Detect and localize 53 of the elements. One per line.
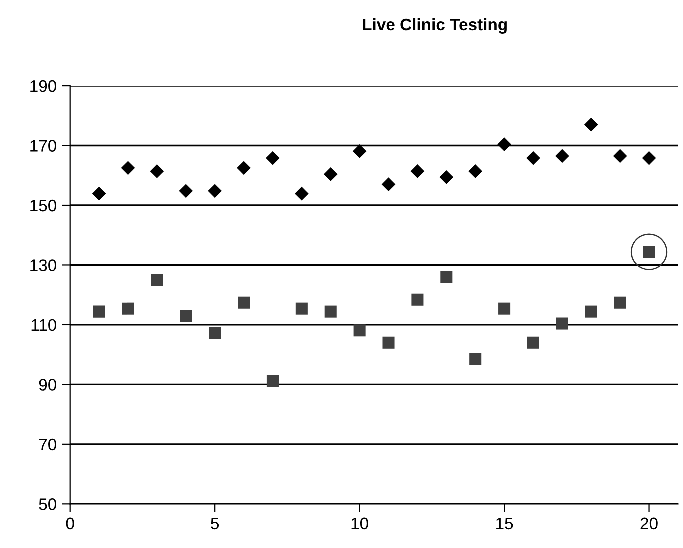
y-tick-label: 50 — [39, 498, 57, 510]
chart-title: Live Clinic Testing — [363, 18, 507, 34]
point — [614, 296, 626, 309]
point — [121, 161, 136, 176]
point — [382, 178, 396, 192]
point — [93, 306, 106, 318]
point — [180, 310, 192, 322]
point — [410, 164, 425, 178]
y-tick-label: 70 — [39, 438, 57, 451]
point — [354, 324, 366, 337]
point — [352, 144, 367, 158]
point — [238, 296, 250, 309]
point — [498, 302, 511, 315]
y-tick-label: 110 — [32, 319, 57, 332]
point — [150, 164, 164, 178]
point — [92, 186, 106, 201]
point — [613, 149, 628, 164]
x-tick-label: 10 — [352, 518, 368, 530]
point — [266, 151, 280, 166]
x-tick-label: 20 — [640, 518, 658, 530]
point — [209, 327, 222, 340]
point — [237, 161, 251, 176]
point — [266, 375, 279, 388]
point — [296, 302, 308, 315]
y-tick-label: 170 — [30, 140, 57, 152]
point — [555, 149, 570, 164]
point — [294, 186, 309, 201]
point — [412, 294, 424, 306]
point — [642, 151, 656, 166]
point — [527, 336, 540, 349]
point — [122, 302, 134, 315]
x-tick-label: 15 — [496, 518, 514, 530]
point — [470, 353, 482, 366]
point — [585, 306, 598, 318]
point — [584, 118, 598, 132]
point — [440, 170, 454, 184]
point — [179, 184, 194, 198]
point — [382, 336, 395, 349]
x-tick-label: 5 — [211, 518, 220, 530]
point — [526, 151, 540, 166]
point — [498, 138, 512, 152]
point — [151, 274, 164, 286]
x-tick-label: 0 — [66, 518, 74, 530]
point — [324, 167, 338, 182]
y-tick-label: 190 — [30, 80, 57, 92]
y-tick-label: 150 — [30, 200, 57, 212]
point — [440, 271, 453, 284]
y-tick-label: 90 — [39, 379, 57, 391]
point — [324, 306, 337, 318]
y-tick-label: 130 — [30, 260, 57, 272]
point — [556, 318, 568, 330]
point — [468, 164, 483, 178]
point — [208, 184, 222, 198]
